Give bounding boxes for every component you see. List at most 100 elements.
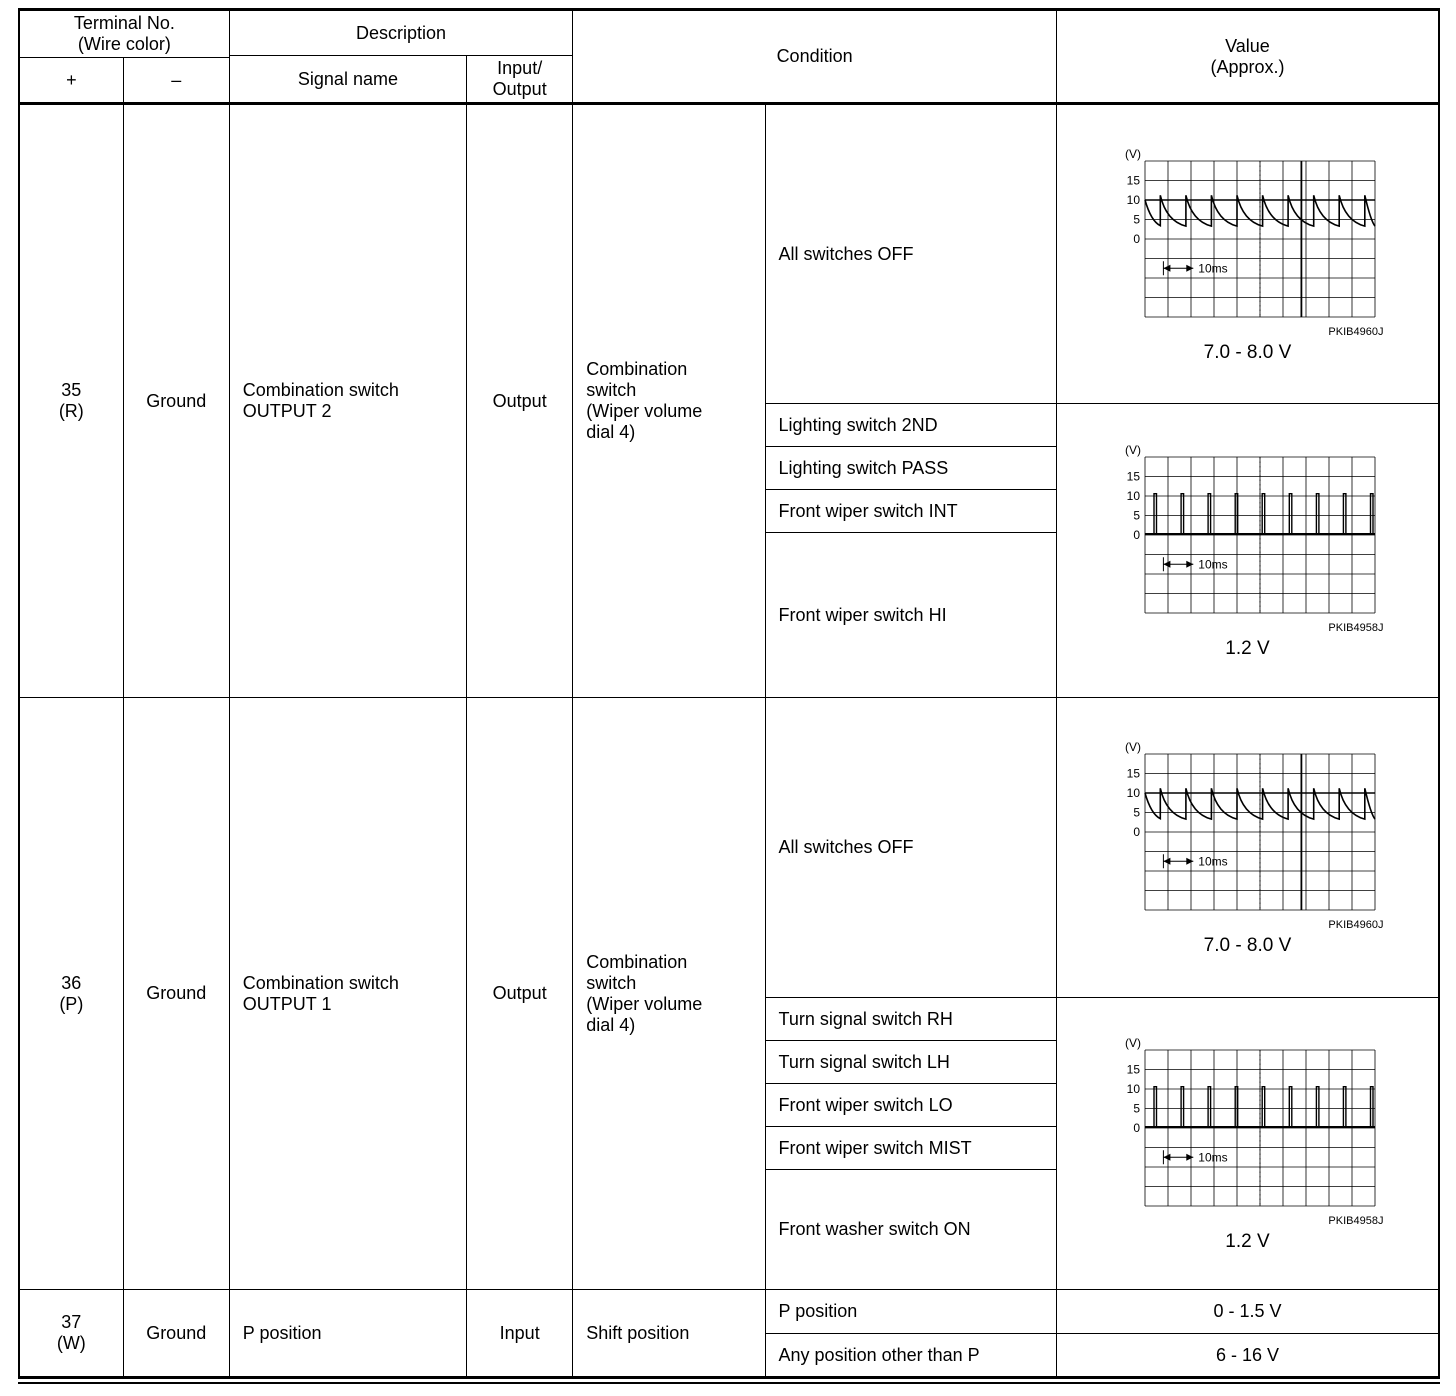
svg-text:0: 0 [1134,232,1141,246]
waveform-block: (V) 15 10 5 0 10ms PKIB4958J 1.2 V [1061,1034,1434,1253]
row-36-4: Front wiper switch LO [19,1083,1439,1127]
header-description: Description [228,9,574,56]
svg-text:(V): (V) [1125,740,1141,754]
svg-text:5: 5 [1134,212,1141,226]
header-row-2: Signal name Input/ Output [19,55,1439,105]
header-row-1: Terminal No. (Wire color) Description Co… [18,9,1440,105]
condition-sub-cell: Any position other than P [764,1333,1057,1378]
svg-text:10: 10 [1127,489,1141,503]
condition-sub-cell: Front wiper switch MIST [764,1126,1057,1170]
svg-text:5: 5 [1134,509,1141,523]
condition-sub-cell: Turn signal switch RH [764,997,1057,1041]
header-plus: + [18,57,124,105]
row-35-2: Lighting switch 2ND (V) 15 10 5 0 10ms PKIB49… [19,403,1440,698]
header-signal-name: Signal name [228,55,468,105]
header-value: Value (Approx.) [1055,9,1440,105]
svg-text:10ms: 10ms [1199,1150,1228,1164]
row-36-1: 36 (P) Ground Combination switch OUTPUT … [18,697,1440,1290]
condition-sub-cell: Lighting switch 2ND [764,403,1057,447]
svg-text:10ms: 10ms [1199,854,1228,868]
row-37-2: Any position other than P 6 - 16 V [19,1333,1440,1378]
io-cell: Output [466,697,574,1290]
condition-sub-cell: Lighting switch PASS [764,446,1057,490]
svg-text:10: 10 [1127,786,1141,800]
svg-text:10ms: 10ms [1199,557,1228,571]
svg-text:15: 15 [1127,470,1141,484]
svg-text:10: 10 [1127,1082,1141,1096]
oscilloscope-chart: (V) 15 10 5 0 10ms [1111,1034,1383,1214]
condition-sub-cell: All switches OFF [764,103,1057,404]
condition-sub-cell: Front wiper switch HI [764,532,1057,698]
condition-sub-cell: P position [764,1289,1057,1334]
row-36-6: Front washer switch ON [19,1169,1439,1290]
signal-name-cell: P position [228,1289,468,1378]
row-35-1: 35 (R) Ground Combination switch OUTPUT … [18,103,1440,698]
svg-text:0: 0 [1134,528,1141,542]
header-minus: – [122,57,230,105]
condition-sub-cell: Front wiper switch INT [764,489,1057,533]
row-36-5: Front wiper switch MIST [19,1126,1439,1170]
header-condition: Condition [572,9,1057,105]
oscilloscope-chart: (V) 15 10 5 0 10ms [1111,738,1383,918]
row-35-5: Front wiper switch HI [19,532,1439,698]
terminal-cell: 37 (W) [18,1289,124,1378]
condition-sub-cell: Front washer switch ON [764,1169,1057,1290]
waveform-code-label: PKIB4958J [1328,1215,1384,1227]
row-35-3: Lighting switch PASS [19,446,1439,490]
value-caption: 7.0 - 8.0 V [1203,935,1292,956]
value-caption: 7.0 - 8.0 V [1203,341,1292,363]
condition-sub-cell: All switches OFF [764,697,1057,998]
terminal-cell: 36 (P) [18,697,124,1290]
io-cell: Input [466,1289,574,1378]
svg-text:5: 5 [1134,806,1141,820]
oscilloscope-chart: (V) 15 10 5 0 10ms [1111,441,1383,621]
waveform-block: (V) 15 10 5 0 10ms PKIB4960J 7.0 - 8.0 V [1061,145,1434,364]
waveform-code-label: PKIB4958J [1328,622,1384,634]
terminal-reference-table: Terminal No. (Wire color) Description Co… [18,8,1440,1379]
condition-sub-cell: Turn signal switch LH [764,1040,1057,1084]
table-wrapper: Terminal No. (Wire color) Description Co… [18,8,1440,1384]
value-cell: (V) 15 10 5 0 10ms PKIB4960J 7.0 - 8.0 V [1055,103,1440,404]
row-37-1: 37 (W) Ground P position Input Shift pos… [18,1289,1440,1378]
waveform-block: (V) 15 10 5 0 10ms PKIB4958J 1.2 V [1061,441,1434,660]
condition-sub-cell: Front wiper switch LO [764,1083,1057,1127]
oscilloscope-chart: (V) 15 10 5 0 10ms [1111,145,1383,325]
signal-name-cell: Combination switch OUTPUT 2 [228,103,468,698]
signal-name-cell: Combination switch OUTPUT 1 [228,697,468,1290]
header-terminal: Terminal No. (Wire color) [18,9,230,58]
condition-main-cell: Combination switch (Wiper volume dial 4) [572,103,766,698]
value-cell: (V) 15 10 5 0 10ms PKIB4958J 1.2 V [1055,997,1440,1290]
row-35-4: Front wiper switch INT [19,489,1439,533]
terminal-cell: 35 (R) [18,103,124,698]
svg-text:0: 0 [1134,825,1141,839]
header-row-3: + – [18,57,1439,105]
svg-text:(V): (V) [1125,147,1141,161]
io-cell: Output [466,103,574,698]
header-input-output: Input/ Output [466,55,574,105]
svg-text:15: 15 [1127,173,1141,187]
svg-text:10ms: 10ms [1199,261,1228,275]
value-text-cell: 0 - 1.5 V [1055,1289,1440,1334]
svg-text:(V): (V) [1125,1036,1141,1050]
waveform-block: (V) 15 10 5 0 10ms PKIB4960J 7.0 - 8.0 V [1061,738,1434,957]
value-caption: 1.2 V [1225,638,1270,659]
svg-text:10: 10 [1127,193,1141,207]
svg-text:15: 15 [1127,767,1141,781]
value-cell: (V) 15 10 5 0 10ms PKIB4958J 1.2 V [1055,403,1440,698]
waveform-code-label: PKIB4960J [1328,325,1384,338]
ground-cell: Ground [122,103,230,698]
svg-text:15: 15 [1127,1063,1141,1077]
ground-cell: Ground [122,1289,230,1378]
value-caption: 1.2 V [1225,1231,1270,1252]
value-text-cell: 6 - 16 V [1055,1333,1440,1378]
svg-text:5: 5 [1134,1102,1141,1116]
condition-main-cell: Combination switch (Wiper volume dial 4) [572,697,766,1290]
ground-cell: Ground [122,697,230,1290]
svg-text:(V): (V) [1125,443,1141,457]
waveform-code-label: PKIB4960J [1328,919,1384,931]
value-cell: (V) 15 10 5 0 10ms PKIB4960J 7.0 - 8.0 V [1055,697,1440,998]
condition-main-cell: Shift position [572,1289,766,1378]
row-36-2: Turn signal switch RH (V) 15 10 5 0 10ms PKIB… [19,997,1440,1290]
svg-text:0: 0 [1134,1121,1141,1135]
